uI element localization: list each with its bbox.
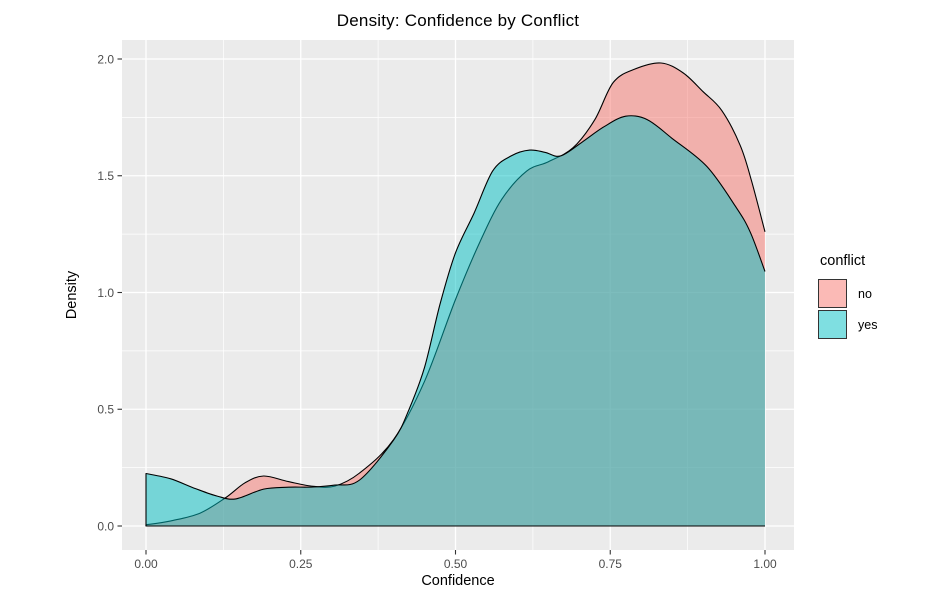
- legend-key-fill-yes: [819, 311, 846, 338]
- x-tick-label: 0.00: [134, 557, 158, 571]
- legend-key-yes: [818, 310, 847, 339]
- x-axis-title: Confidence: [421, 573, 495, 589]
- density-area-yes: [146, 115, 765, 527]
- density-outline-yes: [145, 115, 766, 527]
- legend-label-yes: yes: [858, 317, 878, 332]
- legend-entry-yes: yes: [818, 310, 877, 339]
- x-tick-label: 0.75: [599, 557, 623, 571]
- legend-title: conflict: [820, 253, 866, 269]
- chart-title: Density: Confidence by Conflict: [336, 11, 580, 30]
- y-tick-label: 0.0: [97, 519, 114, 533]
- x-tick-label: 0.25: [289, 557, 313, 571]
- legend-key-fill-no: [819, 280, 846, 307]
- legend-label-no: no: [858, 286, 872, 301]
- x-tick-label: 0.50: [444, 557, 468, 571]
- y-tick-label: 0.5: [97, 403, 114, 417]
- x-tick-label: 1.00: [753, 557, 777, 571]
- y-tick-label: 1.0: [97, 286, 114, 300]
- legend-key-no: [818, 279, 847, 308]
- legend-entry-no: no: [818, 279, 877, 308]
- y-axis-title: Density: [64, 270, 80, 320]
- y-tick-label: 1.5: [97, 169, 114, 183]
- legend: conflict no yes: [818, 253, 877, 341]
- y-tick-label: 2.0: [97, 52, 114, 66]
